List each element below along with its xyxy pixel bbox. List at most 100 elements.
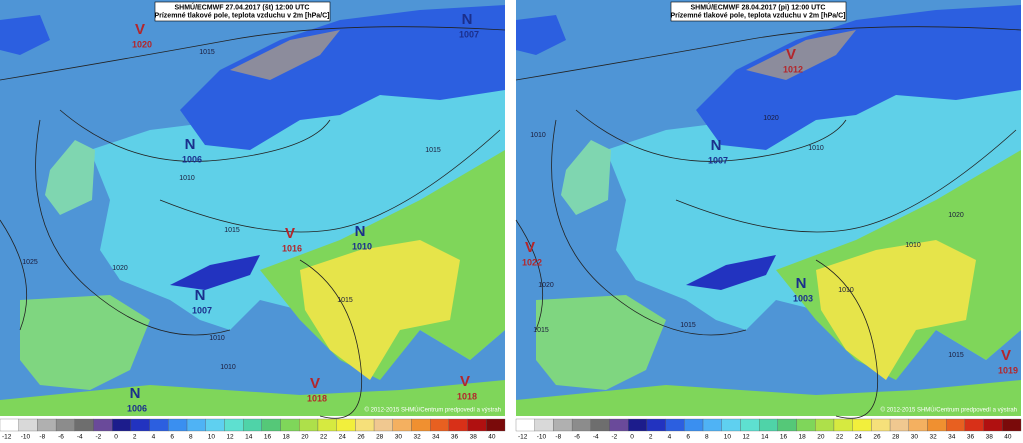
pressure-type: N bbox=[355, 223, 366, 240]
colorbar-swatch bbox=[964, 418, 984, 432]
isobar-label: 1010 bbox=[209, 335, 225, 342]
colorbar-label: 30 bbox=[395, 434, 403, 441]
header-box bbox=[670, 1, 847, 22]
colorbar-label: 28 bbox=[892, 434, 900, 441]
colorbar-label: -12 bbox=[518, 434, 528, 441]
colorbar-label: 28 bbox=[376, 434, 384, 441]
isobar bbox=[575, 109, 847, 162]
colorbar-label: -8 bbox=[39, 434, 45, 441]
colorbar-swatch bbox=[55, 418, 75, 432]
isobar bbox=[0, 26, 506, 81]
colorbar-label: -4 bbox=[593, 434, 599, 441]
pressure-type: V bbox=[285, 225, 295, 242]
isobar-label: 1020 bbox=[948, 212, 964, 219]
pressure-type: N bbox=[185, 136, 196, 153]
colorbar-label: 10 bbox=[208, 434, 216, 441]
colorbar-label: 18 bbox=[799, 434, 807, 441]
pressure-value: 1016 bbox=[282, 243, 302, 253]
colorbar-label: 8 bbox=[189, 434, 193, 441]
colorbar-swatch bbox=[590, 418, 610, 432]
isobar-label: 1010 bbox=[808, 145, 824, 152]
colorbar-swatch bbox=[168, 418, 188, 432]
colorbar-label: 6 bbox=[686, 434, 690, 441]
colorbar-swatch bbox=[815, 418, 835, 432]
colorbar-label: 12 bbox=[226, 434, 234, 441]
pressure-type: N bbox=[195, 287, 206, 304]
colorbar-label: 26 bbox=[357, 434, 365, 441]
header-line: Prízemné tlakové pole, teplota vzduchu v… bbox=[154, 12, 329, 19]
colorbar-swatch bbox=[0, 418, 19, 432]
isobar-label: 1015 bbox=[948, 352, 964, 359]
colorbar-label: 12 bbox=[742, 434, 750, 441]
colorbar-label: 0 bbox=[630, 434, 634, 441]
colorbar-label: 6 bbox=[170, 434, 174, 441]
pressure-value: 1022 bbox=[522, 257, 542, 267]
isobar-label: 1010 bbox=[220, 364, 236, 371]
colorbar-swatch bbox=[186, 418, 206, 432]
isobar bbox=[159, 129, 501, 233]
colorbar-swatch bbox=[908, 418, 928, 432]
colorbar-swatch bbox=[946, 418, 966, 432]
pressure-value: 1018 bbox=[457, 391, 477, 401]
isobar-label: 1015 bbox=[680, 322, 696, 329]
colorbar-label: 40 bbox=[488, 434, 496, 441]
pressure-value: 1007 bbox=[459, 29, 479, 39]
colorbar-label: 14 bbox=[245, 434, 253, 441]
pressure-type: V bbox=[460, 373, 470, 390]
colorbar-label: 24 bbox=[339, 434, 347, 441]
colorbar-swatch bbox=[18, 418, 38, 432]
colorbar-swatch bbox=[740, 418, 760, 432]
isobar bbox=[299, 259, 363, 419]
colorbar-swatch bbox=[280, 418, 300, 432]
pressure-value: 1003 bbox=[793, 293, 813, 303]
colorbar-swatch bbox=[205, 418, 225, 432]
colorbar-label: 32 bbox=[413, 434, 421, 441]
isobar bbox=[59, 109, 331, 162]
colorbar-label: 16 bbox=[780, 434, 788, 441]
colorbar-label: 34 bbox=[432, 434, 440, 441]
isobar bbox=[0, 219, 28, 331]
colorbar-label: -10 bbox=[537, 434, 547, 441]
land-mountains bbox=[746, 30, 856, 80]
colorbar-label: -4 bbox=[77, 434, 83, 441]
colorbar-swatch bbox=[37, 418, 57, 432]
isobar-label: 1015 bbox=[425, 147, 441, 154]
colorbar-swatch bbox=[74, 418, 94, 432]
colorbar-swatch bbox=[93, 418, 113, 432]
pressure-value: 1007 bbox=[708, 155, 728, 165]
colorbar-label: -2 bbox=[612, 434, 618, 441]
colorbar-label: -12 bbox=[2, 434, 12, 441]
colorbar-swatch bbox=[411, 418, 431, 432]
colorbar-swatch bbox=[553, 418, 573, 432]
isobar-label: 1010 bbox=[838, 287, 854, 294]
colorbar-label: 10 bbox=[724, 434, 732, 441]
isobar-label: 1020 bbox=[112, 265, 128, 272]
colorbar-swatch bbox=[515, 418, 535, 432]
colorbar-label: 20 bbox=[817, 434, 825, 441]
colorbar-swatch bbox=[467, 418, 487, 432]
pressure-type: V bbox=[1001, 347, 1011, 364]
weather-map: SHMÚ/ECMWF 28.04.2017 (pi) 12:00 UTCPríz… bbox=[515, 0, 1022, 441]
colorbar-label: 40 bbox=[1004, 434, 1012, 441]
colorbar-label: 20 bbox=[301, 434, 309, 441]
isobar-label: 1010 bbox=[530, 132, 546, 139]
isobar-label: 1015 bbox=[199, 49, 215, 56]
land-greenland bbox=[516, 15, 566, 55]
colorbar-swatch bbox=[336, 418, 356, 432]
isobar bbox=[515, 219, 544, 331]
colorbar-label: 0 bbox=[114, 434, 118, 441]
pressure-value: 1010 bbox=[352, 241, 372, 251]
land-alps bbox=[170, 255, 260, 290]
land-uk bbox=[45, 140, 95, 215]
colorbar-label: -2 bbox=[96, 434, 102, 441]
colorbar-swatch bbox=[392, 418, 412, 432]
isobar-label: 1015 bbox=[337, 297, 353, 304]
colorbar-swatch bbox=[299, 418, 319, 432]
isobar bbox=[35, 119, 231, 336]
colorbar-swatch bbox=[242, 418, 263, 432]
land-greenland bbox=[0, 15, 50, 55]
pressure-type: N bbox=[130, 385, 141, 402]
isobar bbox=[815, 259, 879, 419]
colorbar-label: 22 bbox=[320, 434, 328, 441]
